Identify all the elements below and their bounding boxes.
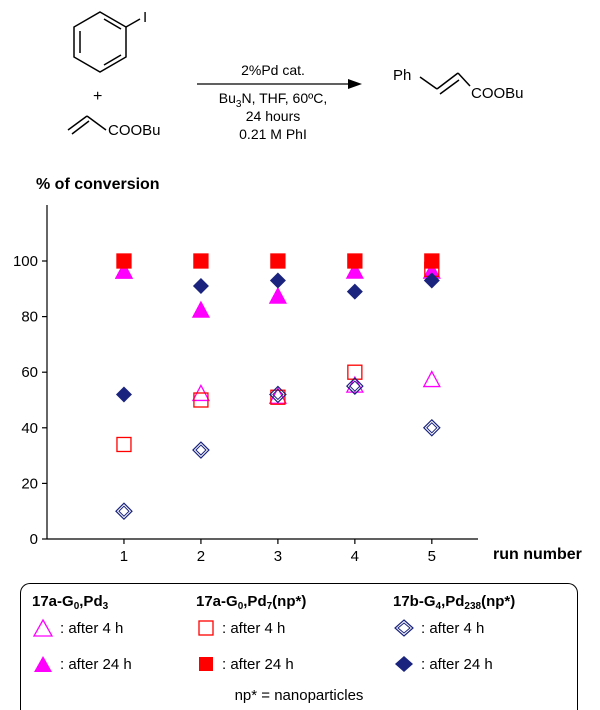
data-point-square-open-run-4	[347, 364, 363, 380]
open-diamond-icon	[394, 619, 414, 637]
legend-footnote: np* = nanoparticles	[234, 687, 364, 704]
data-point-diamond-filled-run-1	[115, 386, 132, 403]
y-tick-label: 0	[30, 531, 38, 548]
data-point-diamond-open-run-4	[346, 377, 364, 395]
x-tick-label: 4	[351, 548, 359, 565]
data-point-square-filled-run-1	[116, 253, 132, 269]
condition-bu: Bu	[219, 90, 236, 106]
legend-g1-24h: : after 24 h	[32, 654, 132, 674]
legend-group-1-title: 17a-G0,Pd3	[32, 593, 108, 612]
legend-g3-24h-label: : after 24 h	[421, 655, 493, 673]
data-point-triangle-filled-run-1	[114, 261, 134, 279]
legend-g1-4h-label: : after 4 h	[60, 619, 124, 637]
x-tick-label: 3	[274, 548, 282, 565]
legend-g2-sub1: 0	[237, 601, 244, 612]
plus-sign: +	[93, 88, 102, 105]
legend-g1-sub1: 0	[73, 601, 80, 612]
legend-group-3-title: 17b-G4,Pd238(np*)	[393, 593, 515, 612]
product-alkene-structure	[419, 72, 471, 95]
data-marks	[114, 253, 441, 521]
legend-g2-base: 17a-G	[196, 593, 238, 610]
filled-square-icon	[199, 657, 213, 671]
y-tick-label: 80	[21, 309, 38, 326]
data-point-diamond-open-run-3	[269, 385, 287, 404]
iodobenzene-structure	[73, 11, 141, 73]
legend-g2-4h: : after 4 h	[196, 618, 285, 638]
data-point-diamond-open-run-1	[115, 502, 133, 521]
open-square-icon	[198, 620, 214, 636]
data-point-triangle-open-run-5	[422, 370, 441, 388]
reaction-scheme: I + COOBu 2%Pd cat. Bu3N, THF, 60ºC, 24 …	[67, 9, 524, 142]
legend-g3-24h: : after 24 h	[393, 654, 493, 674]
y-tick-label: 40	[21, 420, 38, 437]
data-point-diamond-filled-run-3	[269, 272, 286, 289]
data-point-diamond-filled-run-2	[192, 278, 209, 295]
legend-g1-sub2: 3	[102, 601, 109, 612]
product-ph-label: Ph	[393, 67, 411, 84]
data-point-triangle-filled-run-3	[268, 286, 287, 304]
condition-solvent-text: N, THF, 60ºC,	[241, 90, 327, 106]
legend-g3-4h-label: : after 4 h	[421, 619, 485, 637]
x-tick-label: 2	[197, 548, 205, 565]
data-point-triangle-filled-run-4	[345, 261, 364, 279]
y-axis-title: % of conversion	[36, 176, 160, 193]
legend-g2-sub2: 7	[266, 601, 273, 612]
legend-g1-base: 17a-G	[32, 593, 74, 610]
data-point-square-filled-run-4	[347, 253, 363, 269]
legend-g2-mid: ,Pd	[243, 593, 267, 610]
condition-solvent: Bu3N, THF, 60ºC,	[219, 90, 327, 110]
condition-bu-subscript: 3	[236, 99, 242, 110]
legend-g1-4h: : after 4 h	[32, 618, 123, 638]
legend-g2-4h-label: : after 4 h	[222, 619, 286, 637]
y-tick-label: 20	[21, 475, 38, 492]
data-point-triangle-filled-run-2	[191, 300, 211, 318]
legend-g1-24h-label: : after 24 h	[60, 655, 132, 673]
iodine-label: I	[143, 9, 147, 26]
x-tick-label: 1	[120, 548, 128, 565]
x-axis-title: run number	[493, 546, 582, 563]
butyl-acrylate-structure	[67, 115, 107, 135]
legend-g3-tail: (np*)	[481, 593, 516, 610]
data-point-diamond-filled-run-5	[423, 272, 440, 289]
data-point-diamond-open-run-5	[422, 418, 441, 437]
y-tick-label: 60	[21, 364, 38, 381]
data-point-square-open-run-3	[270, 389, 286, 405]
filled-triangle-icon	[34, 656, 52, 672]
y-ticks: 0 20 40 60 80 100	[13, 253, 47, 548]
legend-g3-sub1: 4	[435, 601, 442, 612]
product-ester-label: COOBu	[471, 85, 524, 102]
legend-g3-base: 17b-G	[393, 593, 436, 610]
data-point-square-filled-run-5	[424, 253, 440, 269]
data-point-square-filled-run-3	[270, 253, 286, 269]
data-point-diamond-open-run-2	[192, 441, 210, 459]
data-point-square-open-run-1	[116, 436, 132, 453]
legend: 17a-G0,Pd3 : after 4 h : after 24 h 17a-…	[20, 583, 578, 710]
condition-catalyst: 2%Pd cat.	[241, 62, 305, 78]
legend-g2-24h-label: : after 24 h	[222, 655, 294, 673]
acrylate-ester-label: COOBu	[108, 122, 161, 139]
legend-g3-sub2: 238	[464, 601, 482, 612]
x-tick-label: 5	[428, 548, 436, 565]
conversion-chart: % of conversion 0 20 40 60 80 100 1 2 3 4 5 run n…	[13, 176, 582, 565]
open-triangle-icon	[32, 618, 54, 637]
x-ticks: 1 2 3 4 5	[120, 539, 436, 565]
legend-group-2-title: 17a-G0,Pd7(np*)	[196, 593, 306, 612]
data-point-square-open-run-2	[193, 392, 209, 408]
data-point-square-filled-run-2	[193, 253, 209, 269]
y-tick-label: 100	[13, 253, 38, 270]
legend-g2-tail: (np*)	[272, 593, 307, 610]
data-point-diamond-filled-run-4	[346, 283, 363, 300]
condition-concentration: 0.21 M PhI	[239, 126, 307, 142]
filled-diamond-icon	[395, 656, 413, 672]
legend-g2-24h: : after 24 h	[196, 654, 294, 674]
reaction-arrow	[197, 79, 362, 89]
legend-g3-mid: ,Pd	[441, 593, 465, 610]
legend-g3-4h: : after 4 h	[393, 618, 484, 638]
condition-time: 24 hours	[246, 108, 300, 124]
legend-g1-mid: ,Pd	[79, 593, 103, 610]
